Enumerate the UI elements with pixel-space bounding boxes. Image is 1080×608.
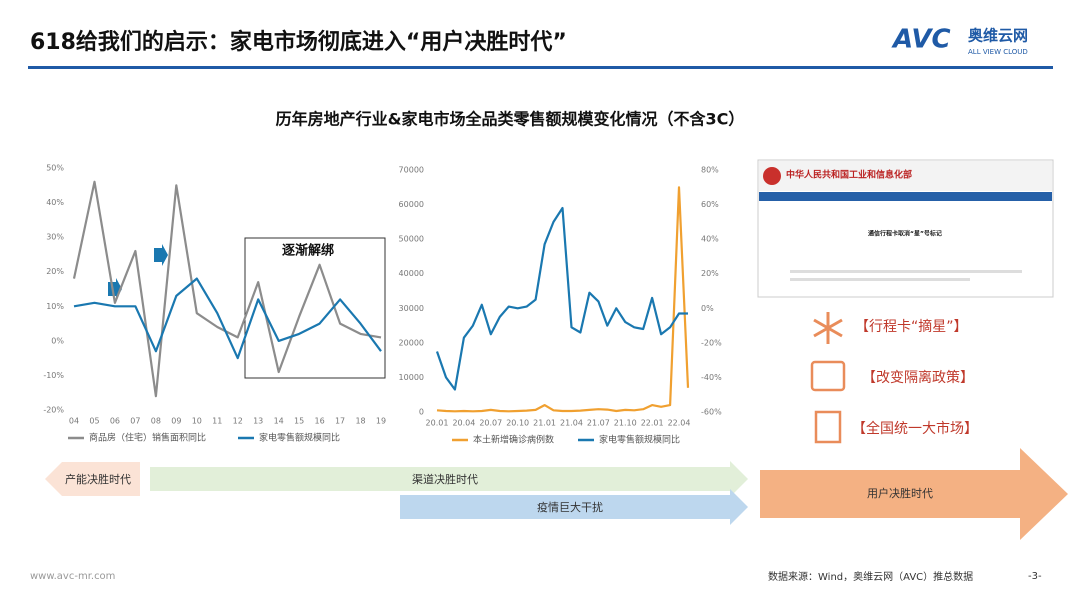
x-tick-label: 09: [171, 417, 181, 426]
icon-star: [813, 312, 843, 344]
x-tick-label: 16: [315, 417, 325, 426]
logo-en: ALL VIEW CLOUD: [968, 48, 1028, 56]
y-tick-label: -20%: [43, 406, 64, 415]
x-tick-label: 20.10: [506, 419, 529, 428]
series-line: [436, 186, 690, 413]
y-tick-label: -10%: [43, 371, 64, 380]
y-tick-label: 40%: [46, 198, 64, 207]
footer-source: 数据来源：Wind，奥维云网（AVC）推总数据: [768, 570, 973, 583]
site-nav: [759, 192, 1052, 201]
y-tick-label: 40000: [399, 269, 424, 278]
site-text: [790, 270, 1022, 273]
series-line: [435, 206, 688, 391]
x-tick-label: 08: [151, 417, 161, 426]
footer-page: -3-: [1028, 571, 1042, 582]
site-headline: 通信行程卡取消“星”号标记: [868, 230, 942, 238]
phase-label: 用户决胜时代: [867, 486, 933, 500]
x-tick-label: 20.07: [479, 419, 502, 428]
icon-book: [810, 360, 846, 392]
y2-tick-label: 60%: [701, 200, 719, 209]
y-tick-label: 20000: [399, 338, 424, 347]
x-tick-label: 20.04: [452, 419, 475, 428]
icon-building: [814, 410, 842, 444]
y2-tick-label: 80%: [701, 166, 719, 175]
header-rule: [28, 66, 1053, 69]
y2-tick-label: -60%: [701, 408, 722, 417]
x-tick-label: 21.10: [614, 419, 637, 428]
site-header: [759, 161, 1052, 191]
y-tick-label: 50%: [46, 164, 64, 173]
measure: 【全国统一大市场】: [852, 420, 978, 437]
x-tick-label: 18: [355, 417, 365, 426]
phase-label: 渠道决胜时代: [412, 472, 478, 486]
phase-label: 产能决胜时代: [65, 472, 131, 486]
y-tick-label: 70000: [399, 166, 424, 175]
y-tick-label: 30%: [46, 233, 64, 242]
main-title: 历年房地产行业&家电市场全品类零售额规模变化情况（不含3C）: [276, 110, 745, 129]
annotation-box: [244, 237, 386, 379]
legend-label: 商品房（住宅）销售面积同比: [89, 432, 206, 444]
footer-site: www.avc-mr.com: [30, 571, 115, 582]
x-tick-label: 15: [294, 417, 304, 426]
slide-title: 618给我们的启示：家电市场彻底进入“用户决胜时代”: [30, 29, 567, 55]
x-tick-label: 21.07: [587, 419, 610, 428]
site-title: 中华人民共和国工业和信息化部: [786, 169, 912, 181]
y-tick-label: 50000: [399, 235, 424, 244]
x-tick-label: 13: [253, 417, 263, 426]
site-text: [790, 278, 970, 281]
x-tick-label: 10: [192, 417, 202, 426]
x-tick-label: 07: [130, 417, 140, 426]
x-tick-label: 19: [376, 417, 386, 426]
x-tick-label: 20.01: [426, 419, 449, 428]
x-tick-label: 22.04: [668, 419, 691, 428]
y2-tick-label: -20%: [701, 338, 722, 347]
y2-tick-label: 0%: [701, 304, 714, 313]
x-tick-label: 04: [69, 417, 79, 426]
y-tick-label: 20%: [46, 267, 64, 276]
measure: 【改变隔离政策】: [862, 369, 974, 386]
x-tick-label: 05: [89, 417, 99, 426]
y-tick-label: 10%: [46, 302, 64, 311]
y-tick-label: 30000: [399, 304, 424, 313]
x-tick-label: 06: [110, 417, 120, 426]
y2-tick-label: 40%: [701, 235, 719, 244]
legend-label: 家电零售额规模同比: [599, 434, 680, 446]
y-tick-label: 60000: [399, 200, 424, 209]
x-tick-label: 21.01: [533, 419, 556, 428]
x-tick-label: 12: [233, 417, 243, 426]
x-tick-label: 14: [274, 417, 284, 426]
x-tick-label: 11: [212, 417, 222, 426]
legend-label: 本土新增确诊病例数: [473, 434, 554, 446]
series-line: [73, 277, 382, 360]
phase-arrow: [150, 461, 748, 497]
phase-arrow: [400, 489, 748, 525]
arrow-icon: [154, 244, 168, 266]
annotation: 逐渐解绑: [282, 243, 334, 259]
x-tick-label: 22.01: [641, 419, 664, 428]
emblem: [763, 167, 781, 185]
y2-tick-label: 20%: [701, 269, 719, 278]
x-tick-label: 21.04: [560, 419, 583, 428]
phase-label: 疫情巨大干扰: [537, 500, 603, 514]
logo: AVC: [891, 25, 951, 55]
y-tick-label: 10000: [399, 373, 424, 382]
y2-tick-label: -40%: [701, 373, 722, 382]
series-line: [72, 180, 382, 398]
logo-cn: 奥维云网: [968, 27, 1028, 45]
phase-arrow: [760, 448, 1068, 540]
measure: 【行程卡“摘星”】: [855, 318, 968, 335]
phase-arrow: [45, 462, 140, 496]
x-tick-label: 17: [335, 417, 345, 426]
legend-label: 家电零售额规模同比: [259, 432, 340, 444]
y-tick-label: 0%: [51, 336, 64, 345]
y-tick-label: 0: [419, 408, 424, 417]
